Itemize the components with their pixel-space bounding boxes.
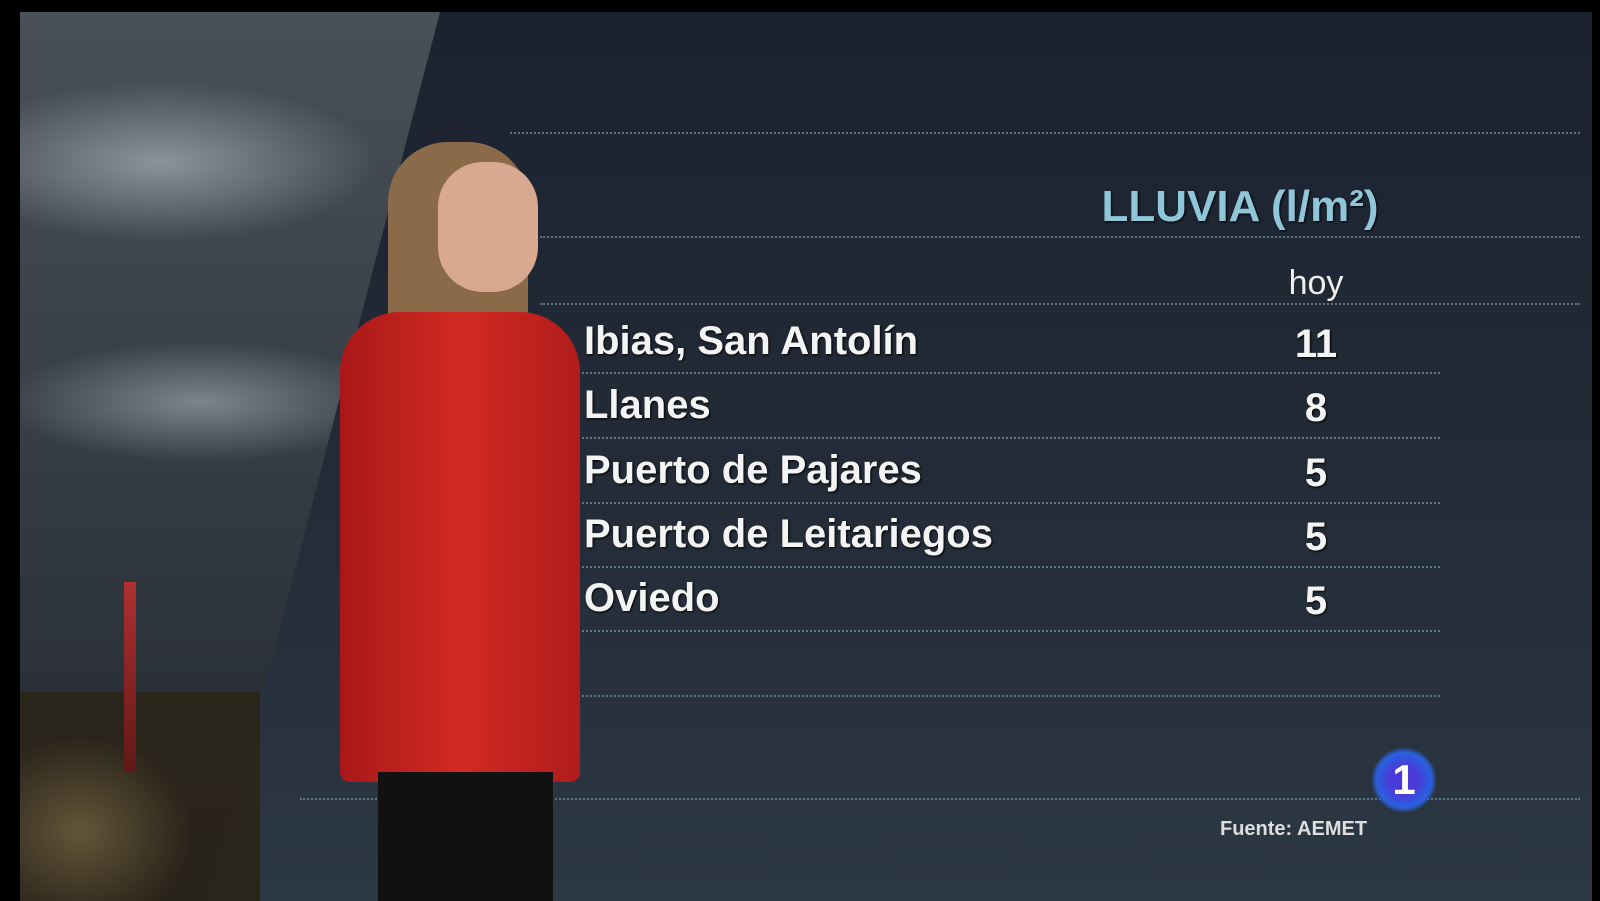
row-name: Ibias, San Antolín bbox=[584, 319, 919, 363]
tower-image bbox=[124, 582, 136, 772]
row-name: Oviedo bbox=[584, 576, 720, 620]
row-value: 11 bbox=[1294, 322, 1338, 366]
row-name: Llanes bbox=[584, 383, 711, 427]
divider bbox=[510, 132, 1580, 134]
graphic-title: LLUVIA (l/m²) bbox=[1101, 182, 1379, 231]
row-value: 5 bbox=[1304, 515, 1328, 559]
trees-image bbox=[20, 692, 260, 901]
row-divider bbox=[570, 695, 1440, 697]
row-name: Puerto de Leitariegos bbox=[584, 512, 993, 556]
row-divider bbox=[570, 566, 1440, 568]
row-value: 8 bbox=[1304, 386, 1328, 430]
presenter bbox=[330, 132, 630, 901]
row-divider bbox=[570, 502, 1440, 504]
row-divider bbox=[570, 437, 1440, 439]
row-divider bbox=[570, 630, 1440, 632]
column-header: hoy bbox=[1288, 264, 1344, 302]
row-value: 5 bbox=[1304, 451, 1328, 495]
tve-la1-logo-icon: 1 bbox=[1372, 748, 1436, 812]
divider bbox=[540, 236, 1580, 238]
row-value: 5 bbox=[1304, 579, 1328, 623]
divider bbox=[540, 303, 1580, 305]
divider bbox=[300, 798, 1580, 800]
source-label: Fuente: AEMET bbox=[1220, 818, 1368, 840]
broadcast-frame: LLUVIA (l/m²) hoy Ibias, San Antolín 11 … bbox=[20, 12, 1592, 901]
row-divider bbox=[570, 372, 1440, 374]
row-name: Puerto de Pajares bbox=[584, 448, 922, 492]
